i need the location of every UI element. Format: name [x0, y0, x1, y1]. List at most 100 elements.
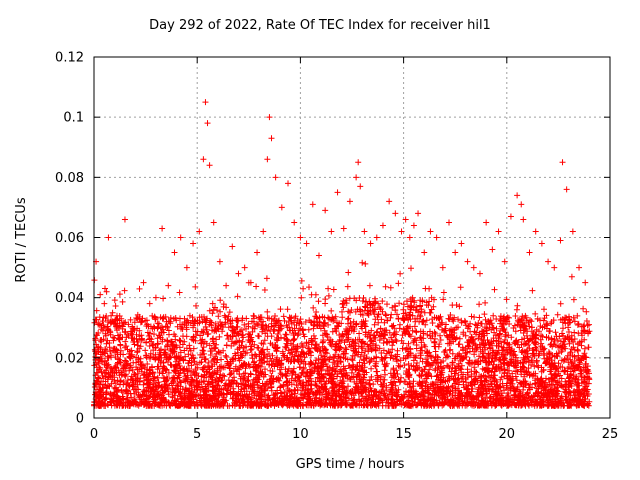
- y-tick-label: 0.04: [55, 291, 84, 306]
- x-tick-label: 20: [499, 427, 516, 442]
- y-tick-label: 0.1: [63, 111, 84, 126]
- data-point: [501, 258, 508, 265]
- data-point: [322, 207, 329, 214]
- data-point: [278, 204, 285, 211]
- data-point: [495, 228, 502, 235]
- data-point: [557, 237, 564, 244]
- data-point: [470, 264, 477, 271]
- data-point: [367, 240, 374, 247]
- data-point: [410, 222, 417, 229]
- data-point: [427, 228, 434, 235]
- data-point: [121, 216, 128, 223]
- dense-point-cloud: [91, 259, 593, 409]
- data-point: [334, 189, 341, 196]
- data-point: [204, 120, 211, 127]
- data-point: [406, 234, 413, 241]
- data-point: [458, 240, 465, 247]
- data-point: [268, 135, 275, 142]
- data-point: [309, 201, 316, 208]
- data-point: [415, 210, 422, 217]
- data-point: [183, 264, 190, 271]
- data-point: [446, 219, 453, 226]
- data-point: [315, 252, 322, 259]
- data-point: [476, 270, 483, 277]
- data-point: [200, 156, 207, 163]
- data-point: [101, 300, 108, 307]
- data-point: [386, 198, 393, 205]
- data-point: [260, 228, 267, 235]
- x-tick-label: 0: [90, 427, 98, 442]
- data-point: [398, 228, 405, 235]
- data-point: [128, 330, 135, 337]
- data-points: [93, 99, 589, 337]
- data-point: [538, 240, 545, 247]
- data-point: [392, 210, 399, 217]
- data-point: [361, 228, 368, 235]
- data-point: [582, 279, 589, 286]
- data-point: [346, 198, 353, 205]
- data-point: [134, 315, 141, 322]
- x-tick-label: 25: [602, 427, 619, 442]
- data-point: [551, 264, 558, 271]
- data-point: [514, 192, 521, 199]
- data-point: [190, 240, 197, 247]
- data-point: [576, 264, 583, 271]
- data-point: [526, 249, 533, 256]
- x-tick-label: 5: [193, 427, 201, 442]
- point-cloud-path: [91, 259, 593, 409]
- data-point: [379, 222, 386, 229]
- data-point: [177, 234, 184, 241]
- data-point: [235, 270, 242, 277]
- data-point: [97, 291, 104, 298]
- axes: 0 5 10 15 20 25 0 0.02 0.04 0.06 0.08 0.1 0.12: [55, 51, 618, 443]
- data-point: [206, 162, 213, 169]
- y-tick-label: 0.06: [55, 231, 84, 246]
- data-point: [373, 234, 380, 241]
- data-point: [216, 258, 223, 265]
- data-point: [545, 258, 552, 265]
- data-point: [247, 279, 254, 286]
- data-point: [357, 183, 364, 190]
- x-axis-label: GPS time / hours: [295, 457, 405, 472]
- data-point: [105, 234, 112, 241]
- x-tick-label: 15: [395, 427, 412, 442]
- data-point: [272, 174, 279, 181]
- data-point: [264, 156, 271, 163]
- data-point: [291, 219, 298, 226]
- data-point: [439, 264, 446, 271]
- data-point: [483, 219, 490, 226]
- data-point: [340, 225, 347, 232]
- y-tick-label: 0.08: [55, 171, 84, 186]
- data-point: [563, 186, 570, 193]
- x-tick-label: 10: [292, 427, 309, 442]
- data-point: [559, 159, 566, 166]
- data-point: [328, 228, 335, 235]
- data-point: [303, 240, 310, 247]
- data-point: [489, 246, 496, 253]
- data-point: [355, 159, 362, 166]
- data-point: [210, 219, 217, 226]
- data-point: [520, 216, 527, 223]
- data-point: [297, 234, 304, 241]
- data-point: [115, 324, 122, 331]
- data-point: [196, 228, 203, 235]
- data-point: [532, 228, 539, 235]
- data-point: [241, 264, 248, 271]
- data-point: [223, 282, 230, 289]
- chart-title: Day 292 of 2022, Rate Of TEC Index for r…: [149, 18, 491, 33]
- data-point: [353, 174, 360, 181]
- data-point: [507, 213, 514, 220]
- data-point: [569, 228, 576, 235]
- y-tick-label: 0: [76, 412, 84, 427]
- data-point: [266, 114, 273, 121]
- data-point: [518, 201, 525, 208]
- data-point: [165, 282, 172, 289]
- data-point: [464, 258, 471, 265]
- data-point: [229, 243, 236, 250]
- data-point: [202, 99, 209, 106]
- data-point: [452, 249, 459, 256]
- data-point: [433, 234, 440, 241]
- data-point: [254, 249, 261, 256]
- data-point: [159, 225, 166, 232]
